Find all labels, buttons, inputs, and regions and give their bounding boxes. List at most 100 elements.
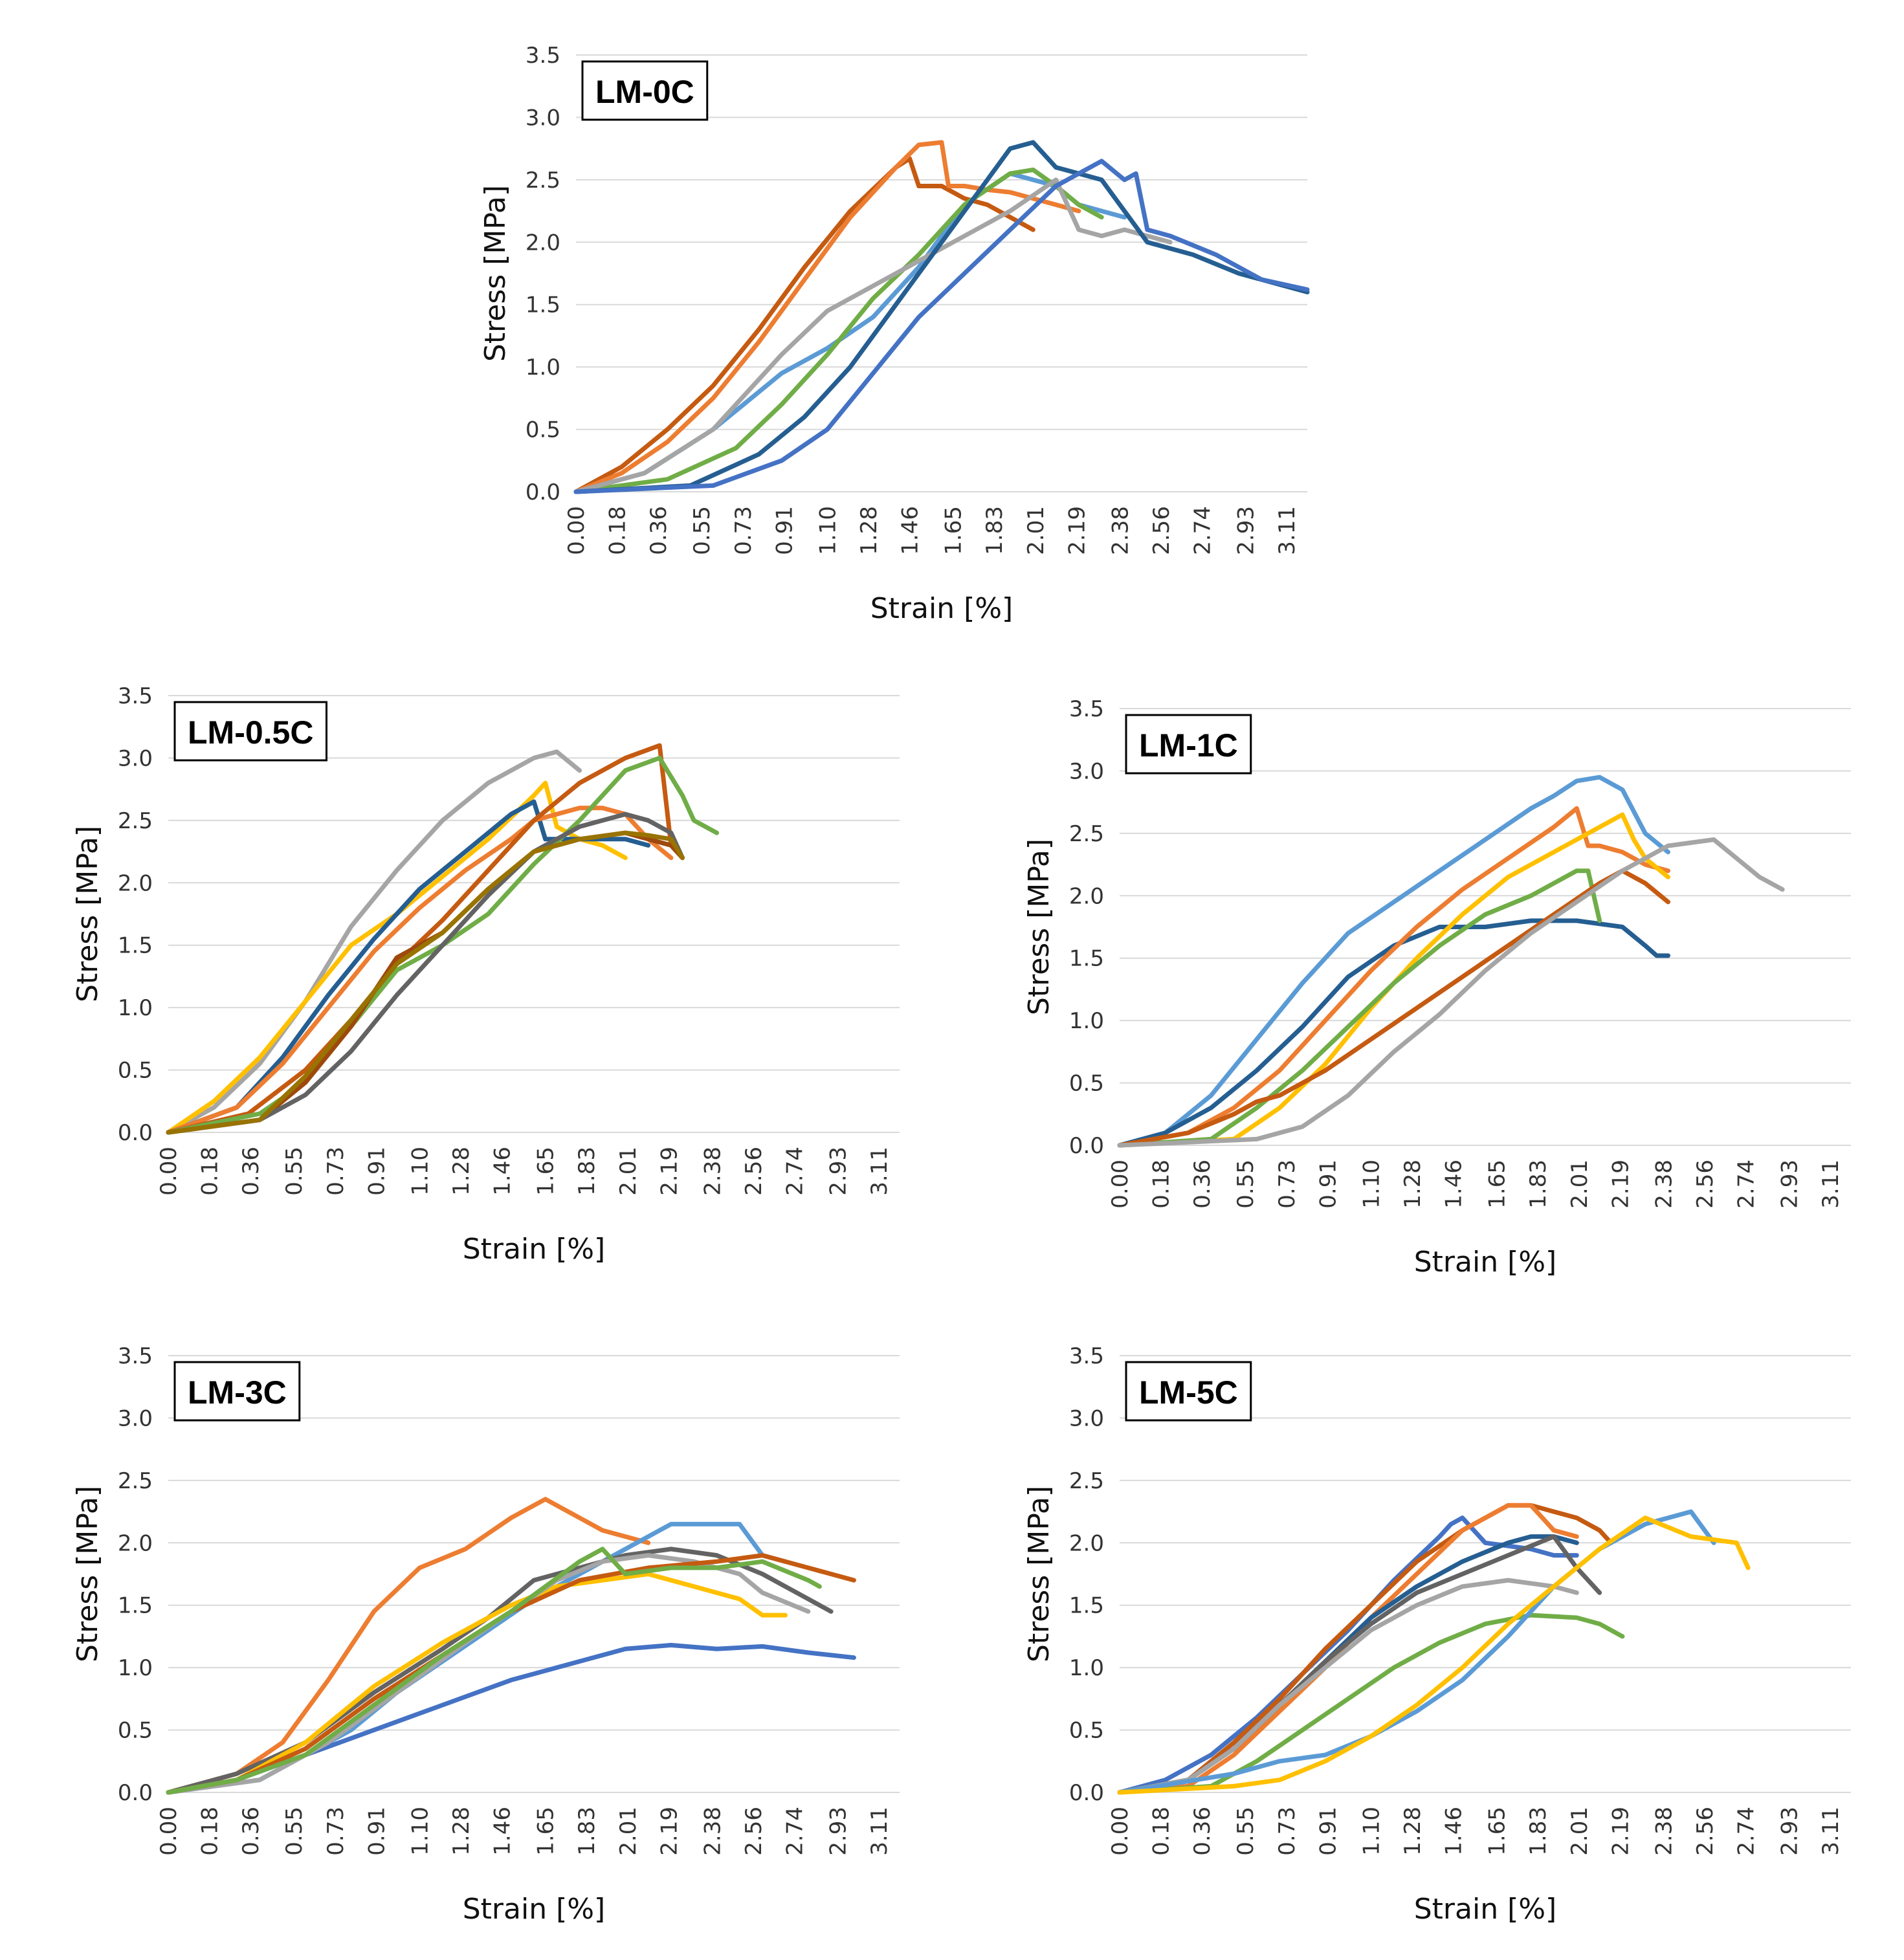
x-tick-label: 0.18 (1149, 1807, 1175, 1856)
x-tick-label: 1.46 (1441, 1807, 1467, 1856)
x-tick-label: 1.28 (448, 1807, 474, 1856)
x-tick-label: 2.01 (615, 1807, 641, 1856)
x-tick-label: 0.36 (1190, 1807, 1215, 1856)
y-axis-title: Stress [MPa] (1023, 839, 1056, 1015)
y-tick-label: 1.0 (1069, 1008, 1104, 1034)
x-tick-label: 0.18 (197, 1807, 223, 1856)
x-tick-label: 1.65 (1485, 1160, 1511, 1209)
panel-label: LM-1C (1125, 714, 1252, 775)
y-tick-label: 3.0 (1069, 758, 1104, 784)
panel-label-text: LM-0.5C (188, 714, 313, 751)
series-line-2 (1117, 918, 1670, 1148)
x-tick-label: 2.19 (656, 1147, 682, 1196)
x-axis-title: Strain [%] (1414, 1893, 1556, 1926)
x-tick-label: 2.74 (1734, 1807, 1760, 1856)
y-tick-label: 3.0 (526, 105, 560, 131)
series-line-5 (573, 177, 1173, 494)
series-line-9 (1117, 1515, 1751, 1795)
y-axis-title: Stress [MPa] (71, 826, 104, 1002)
series-line-3 (1117, 1503, 1579, 1795)
y-tick-label: 3.5 (1069, 1343, 1104, 1369)
series-line-7 (573, 159, 1310, 494)
x-tick-label: 2.01 (1567, 1807, 1593, 1856)
x-tick-label: 2.56 (741, 1147, 767, 1196)
y-tick-label: 3.5 (118, 683, 153, 709)
x-tick-label: 2.01 (1567, 1160, 1593, 1209)
chart-lm0c: 0.0 0.5 1.0 1.5 2.0 2.5 3.0 3.5 0.00 0.18 0.36 0.55… (479, 43, 1310, 625)
y-tick-label: 1.0 (1069, 1655, 1104, 1681)
x-tick-label: 1.28 (856, 506, 882, 555)
x-tick-label: 1.65 (941, 506, 967, 555)
x-tick-label: 2.19 (1608, 1160, 1633, 1209)
x-tick-label: 1.65 (533, 1147, 559, 1196)
y-tick-label: 1.5 (526, 292, 560, 318)
y-tick-label: 2.5 (1069, 1468, 1104, 1494)
x-tick-label: 0.36 (1190, 1160, 1215, 1209)
x-tick-label: 2.38 (700, 1807, 725, 1856)
x-tick-label: 1.46 (1441, 1160, 1467, 1209)
x-tick-label: 0.55 (1233, 1160, 1259, 1209)
panel-label: LM-0C (581, 60, 709, 121)
y-tick-label: 2.0 (1069, 1530, 1104, 1556)
panel-label: LM-0.5C (173, 701, 327, 762)
y-tick-label: 1.0 (118, 995, 153, 1021)
x-tick-label: 0.36 (238, 1807, 264, 1856)
x-tick-label: 3.11 (867, 1147, 892, 1196)
x-tick-label: 2.56 (1692, 1807, 1718, 1856)
x-tick-label: 0.73 (731, 506, 757, 555)
series-line-3 (1117, 806, 1670, 1148)
x-tick-label: 1.83 (1525, 1807, 1551, 1856)
y-tick-label: 2.5 (118, 1468, 153, 1494)
y-tick-label: 3.5 (526, 43, 560, 69)
x-tick-label: 2.01 (1023, 506, 1049, 555)
y-tick-label: 2.0 (118, 1530, 153, 1556)
x-tick-label: 2.74 (1734, 1160, 1760, 1209)
x-tick-label: 0.91 (1315, 1160, 1341, 1209)
y-axis-title: Stress [MPa] (71, 1486, 104, 1662)
panel-label-box (173, 1361, 301, 1422)
y-tick-label: 2.0 (526, 230, 560, 256)
panel-label: LM-5C (1125, 1361, 1252, 1422)
y-tick-label: 0.5 (526, 417, 560, 443)
y-tick-label: 1.5 (118, 933, 153, 959)
y-tick-label: 3.5 (1069, 696, 1104, 722)
x-tick-label: 0.00 (1107, 1807, 1133, 1856)
x-tick-label: 1.28 (1400, 1160, 1426, 1209)
x-tick-label: 0.73 (1274, 1160, 1300, 1209)
x-tick-label: 2.38 (1651, 1807, 1677, 1856)
series-line-7 (1117, 837, 1785, 1148)
x-tick-label: 2.38 (1651, 1160, 1677, 1209)
x-tick-label: 3.11 (1818, 1160, 1844, 1209)
series-line-4 (1117, 1534, 1579, 1795)
y-tick-label: 0.0 (1069, 1133, 1104, 1159)
y-tick-label: 1.5 (1069, 946, 1104, 972)
x-axis-title: Strain [%] (870, 592, 1013, 625)
y-tick-label: 0.0 (1069, 1780, 1104, 1806)
x-tick-label: 2.19 (1064, 506, 1090, 555)
series-line-4 (166, 806, 674, 1135)
chart-lm05c: 0.0 0.5 1.0 1.5 2.0 2.5 3.0 3.5 0.00 0.18 0.36 0.55… (71, 683, 900, 1266)
panel-label-text: LM-0C (595, 74, 694, 110)
y-tick-label: 2.5 (118, 808, 153, 834)
x-tick-label: 1.83 (574, 1147, 600, 1196)
x-tick-label: 2.56 (1149, 506, 1175, 555)
x-tick-label: 1.10 (815, 506, 841, 555)
x-tick-label: 0.91 (771, 506, 797, 555)
y-tick-label: 0.5 (1069, 1718, 1104, 1744)
x-tick-label: 2.93 (1234, 506, 1259, 555)
x-tick-label: 1.28 (1400, 1807, 1426, 1856)
series-line-5 (166, 743, 685, 1135)
series-line-8 (166, 1547, 822, 1795)
x-tick-label: 1.28 (448, 1147, 474, 1196)
chart-lm3c: 0.0 0.5 1.0 1.5 2.0 2.5 3.0 3.5 0.00 0.18 0.36 0.55… (71, 1343, 900, 1926)
series-line-2 (1117, 1503, 1613, 1795)
y-axis-title: Stress [MPa] (479, 185, 512, 362)
x-tick-label: 0.91 (364, 1807, 390, 1856)
x-tick-label: 0.36 (238, 1147, 264, 1196)
x-axis-title: Strain [%] (1414, 1246, 1556, 1279)
series-line-2 (573, 140, 1081, 494)
y-tick-label: 1.5 (118, 1593, 153, 1619)
series-line-4 (166, 1547, 834, 1795)
y-tick-label: 1.0 (526, 355, 560, 380)
x-tick-label: 0.55 (689, 506, 715, 555)
